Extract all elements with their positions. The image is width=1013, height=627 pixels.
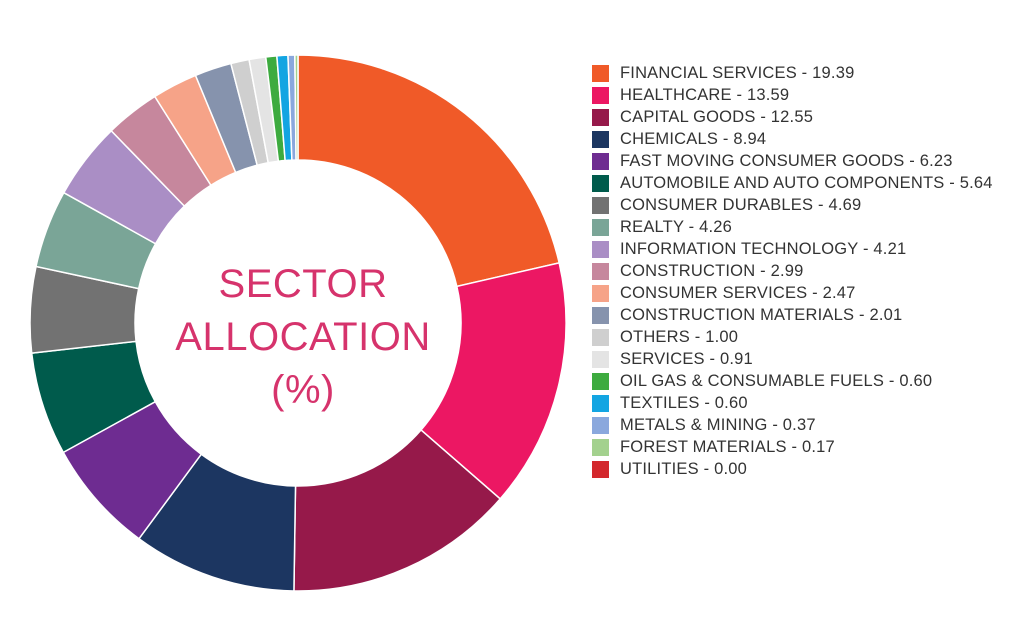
legend-swatch-consumer-services	[592, 285, 609, 302]
legend-label-metals-mining: METALS & MINING - 0.37	[620, 416, 816, 434]
donut-slice-financial-services	[297, 54, 561, 288]
chart-title-line-1: SECTOR	[218, 262, 388, 306]
legend-item-utilities: UTILITIES - 0.00	[592, 458, 1002, 480]
legend-item-healthcare: HEALTHCARE - 13.59	[592, 84, 1002, 106]
legend-item-construction-materials: CONSTRUCTION MATERIALS - 2.01	[592, 304, 1002, 326]
legend-label-healthcare: HEALTHCARE - 13.59	[620, 86, 790, 104]
legend-item-consumer-durables: CONSUMER DURABLES - 4.69	[592, 194, 1002, 216]
legend-label-consumer-services: CONSUMER SERVICES - 2.47	[620, 284, 856, 302]
legend-swatch-chemicals	[592, 131, 609, 148]
legend-label-capital-goods: CAPITAL GOODS - 12.55	[620, 108, 814, 126]
legend-item-information-technology: INFORMATION TECHNOLOGY - 4.21	[592, 238, 1002, 260]
legend-item-fmcg: FAST MOVING CONSUMER GOODS - 6.23	[592, 150, 1002, 172]
sector-allocation-donut-chart	[29, 54, 567, 592]
legend-swatch-forest-materials	[592, 439, 609, 456]
legend-item-oil-gas: OIL GAS & CONSUMABLE FUELS - 0.60	[592, 370, 1002, 392]
legend-label-fmcg: FAST MOVING CONSUMER GOODS - 6.23	[620, 152, 953, 170]
chart-legend: FINANCIAL SERVICES - 19.39 HEALTHCARE - …	[592, 62, 1002, 480]
legend-label-utilities: UTILITIES - 0.00	[620, 460, 747, 478]
legend-item-construction: CONSTRUCTION - 2.99	[592, 260, 1002, 282]
legend-label-textiles: TEXTILES - 0.60	[620, 394, 748, 412]
legend-item-textiles: TEXTILES - 0.60	[592, 392, 1002, 414]
legend-label-oil-gas: OIL GAS & CONSUMABLE FUELS - 0.60	[620, 372, 933, 390]
legend-swatch-services	[592, 351, 609, 368]
legend-label-construction-materials: CONSTRUCTION MATERIALS - 2.01	[620, 306, 903, 324]
legend-label-forest-materials: FOREST MATERIALS - 0.17	[620, 438, 835, 456]
legend-swatch-construction-materials	[592, 307, 609, 324]
legend-label-automobile: AUTOMOBILE AND AUTO COMPONENTS - 5.64	[620, 174, 993, 192]
legend-swatch-others	[592, 329, 609, 346]
legend-swatch-consumer-durables	[592, 197, 609, 214]
legend-item-automobile: AUTOMOBILE AND AUTO COMPONENTS - 5.64	[592, 172, 1002, 194]
legend-item-metals-mining: METALS & MINING - 0.37	[592, 414, 1002, 436]
legend-item-chemicals: CHEMICALS - 8.94	[592, 128, 1002, 150]
legend-swatch-oil-gas	[592, 373, 609, 390]
legend-swatch-fmcg	[592, 153, 609, 170]
legend-swatch-information-technology	[592, 241, 609, 258]
legend-item-others: OTHERS - 1.00	[592, 326, 1002, 348]
legend-label-realty: REALTY - 4.26	[620, 218, 733, 236]
legend-label-others: OTHERS - 1.00	[620, 328, 739, 346]
legend-label-financial-services: FINANCIAL SERVICES - 19.39	[620, 64, 855, 82]
legend-swatch-construction	[592, 263, 609, 280]
legend-item-services: SERVICES - 0.91	[592, 348, 1002, 370]
legend-swatch-textiles	[592, 395, 609, 412]
legend-swatch-utilities	[592, 461, 609, 478]
legend-item-financial-services: FINANCIAL SERVICES - 19.39	[592, 62, 1002, 84]
legend-label-information-technology: INFORMATION TECHNOLOGY - 4.21	[620, 240, 907, 258]
legend-item-realty: REALTY - 4.26	[592, 216, 1002, 238]
legend-label-consumer-durables: CONSUMER DURABLES - 4.69	[620, 196, 862, 214]
donut-slice-forest-materials	[294, 54, 299, 161]
legend-swatch-healthcare	[592, 87, 609, 104]
legend-swatch-automobile	[592, 175, 609, 192]
legend-label-construction: CONSTRUCTION - 2.99	[620, 262, 804, 280]
legend-swatch-capital-goods	[592, 109, 609, 126]
legend-label-chemicals: CHEMICALS - 8.94	[620, 130, 767, 148]
chart-title-line-2: ALLOCATION	[175, 315, 431, 359]
chart-title-line-3: (%)	[271, 368, 335, 412]
legend-swatch-metals-mining	[592, 417, 609, 434]
legend-swatch-realty	[592, 219, 609, 236]
legend-item-capital-goods: CAPITAL GOODS - 12.55	[592, 106, 1002, 128]
legend-item-forest-materials: FOREST MATERIALS - 0.17	[592, 436, 1002, 458]
legend-label-services: SERVICES - 0.91	[620, 350, 753, 368]
legend-swatch-financial-services	[592, 65, 609, 82]
legend-item-consumer-services: CONSUMER SERVICES - 2.47	[592, 282, 1002, 304]
